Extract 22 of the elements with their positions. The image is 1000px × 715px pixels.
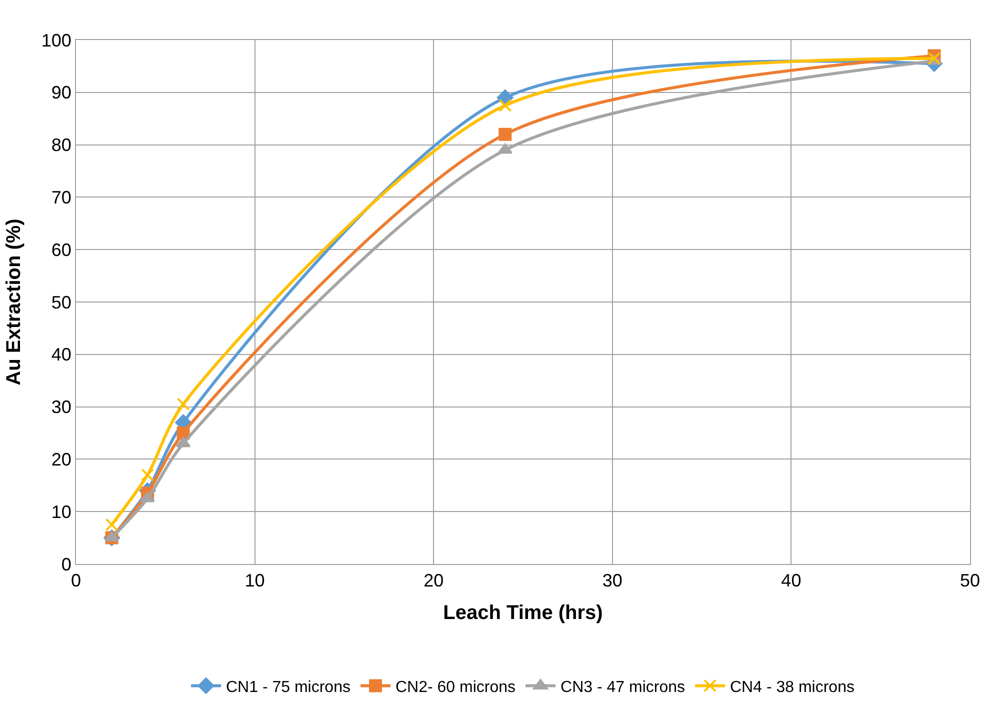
x-tick-label: 20 xyxy=(424,570,444,591)
y-tick-label: 10 xyxy=(51,502,72,522)
y-tick-label: 20 xyxy=(51,450,72,470)
y-tick-label: 60 xyxy=(51,240,72,260)
legend-label: CN4 - 38 microns xyxy=(730,678,854,696)
y-tick-label: 90 xyxy=(51,82,72,103)
x-tick-label: 30 xyxy=(602,570,622,591)
y-axis-title: Au Extraction (%) xyxy=(2,218,25,386)
y-tick-label: 100 xyxy=(41,30,72,50)
x-tick-label: 10 xyxy=(244,570,265,591)
y-tick-label: 0 xyxy=(61,554,72,574)
y-tick-label: 50 xyxy=(51,292,72,312)
y-tick-label: 40 xyxy=(51,344,72,365)
x-tick-label: 50 xyxy=(960,570,980,591)
x-axis-title: Leach Time (hrs) xyxy=(443,602,603,624)
legend-label: CN2- 60 microns xyxy=(395,678,516,696)
y-tick-label: 30 xyxy=(51,397,72,418)
legend-label: CN3 - 47 microns xyxy=(560,678,685,696)
y-tick-label: 80 xyxy=(51,135,72,156)
legend-label: CN1 - 75 microns xyxy=(226,678,350,696)
y-tick-label: 70 xyxy=(51,188,72,208)
x-tick-label: 40 xyxy=(781,570,802,591)
